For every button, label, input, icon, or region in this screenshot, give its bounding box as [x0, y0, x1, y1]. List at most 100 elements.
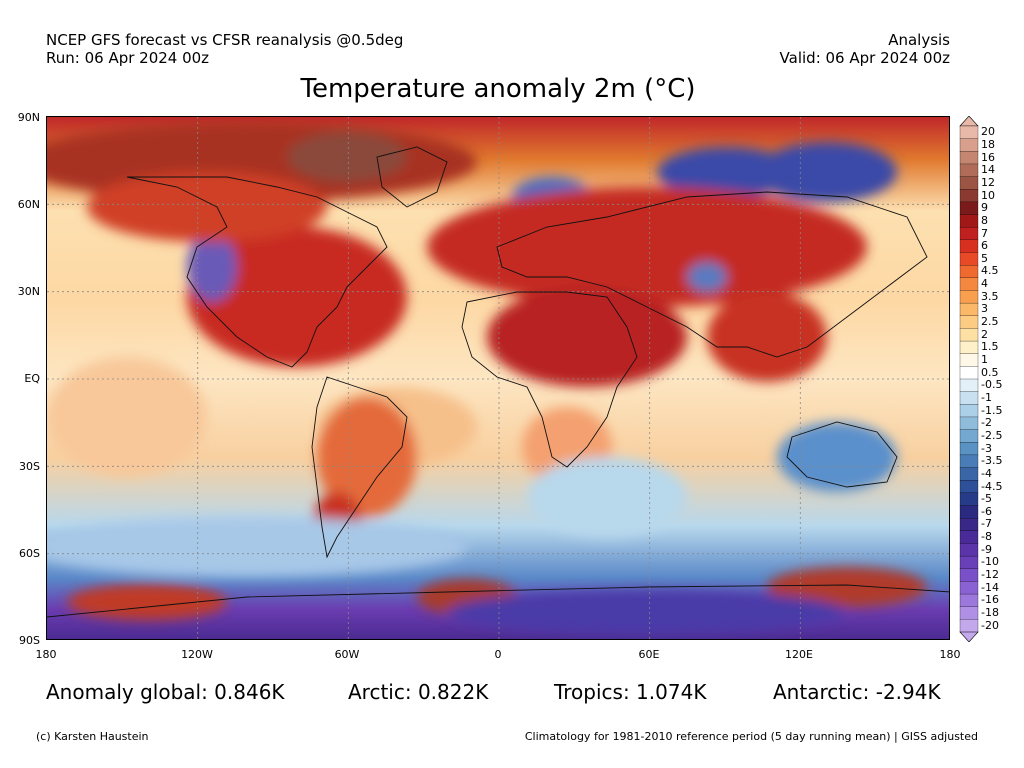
colorbar-swatch — [959, 315, 979, 329]
lon-label-60e: 60E — [638, 648, 660, 661]
colorbar-swatch — [959, 302, 979, 317]
colorbar-tick-label: -4.5 — [981, 479, 1003, 493]
lon-label-0: 0 — [494, 648, 502, 661]
colorbar-swatch — [959, 505, 979, 519]
colorbar-tick-label: 18 — [981, 137, 995, 151]
colorbar-swatch — [959, 442, 979, 456]
colorbar-tick-label: 3 — [981, 302, 988, 316]
colorbar-swatch — [959, 454, 979, 468]
colorbar-tick-label: 6 — [981, 239, 988, 253]
colorbar-swatch — [959, 416, 979, 431]
colorbar-tick-label: -18 — [981, 606, 999, 620]
colorbar-tick-label: 14 — [981, 163, 995, 177]
colorbar-tick-label: 1 — [981, 353, 988, 367]
colorbar-swatch — [959, 480, 979, 494]
colorbar-swatch — [959, 378, 979, 393]
lon-label-120e: 120E — [785, 648, 813, 661]
colorbar-swatches — [959, 116, 979, 642]
colorbar-swatch — [959, 353, 979, 367]
antarctic-anomaly: Antarctic: -2.94K — [773, 680, 941, 704]
colorbar-swatch — [959, 151, 979, 165]
graticule — [47, 117, 949, 639]
colorbar-top-arrow — [959, 116, 979, 127]
colorbar-tick-label: -3.5 — [981, 454, 1003, 468]
colorbar-tick-label: 1.5 — [981, 340, 999, 354]
colorbar-swatch — [959, 543, 979, 557]
colorbar-tick-label: -0.5 — [981, 378, 1003, 392]
colorbar-tick-label: -6 — [981, 504, 992, 518]
copyright: (c) Karsten Haustein — [36, 730, 149, 743]
lon-label-180w: 180 — [35, 648, 57, 661]
colorbar-swatch — [959, 429, 979, 443]
colorbar-swatch — [959, 201, 979, 216]
colorbar-swatch — [959, 366, 979, 380]
colorbar-tick-label: 0.5 — [981, 365, 999, 379]
colorbar-tick-label: 2.5 — [981, 315, 999, 329]
coastlines — [47, 146, 949, 618]
colorbar-tick-label: 8 — [981, 213, 988, 227]
colorbar-tick-label: -9 — [981, 542, 992, 556]
colorbar-tick-label: -14 — [981, 580, 999, 594]
colorbar-tick-label: 5 — [981, 251, 988, 265]
colorbar-tick-label: 4 — [981, 277, 988, 291]
colorbar-swatch — [959, 340, 979, 355]
anomaly-map — [46, 116, 950, 640]
colorbar-swatch — [959, 555, 979, 570]
colorbar-tick-label: -4 — [981, 466, 992, 480]
colorbar-swatch — [959, 606, 979, 620]
colorbar-swatch — [959, 138, 979, 152]
lat-label-eq: EQ — [24, 372, 40, 385]
lon-label-120w: 120W — [181, 648, 213, 661]
colorbar-tick-label: 20 — [981, 125, 995, 139]
colorbar-tick-label: -1.5 — [981, 403, 1003, 417]
analysis-label: Analysis — [888, 31, 950, 49]
run-time: Run: 06 Apr 2024 00z — [46, 49, 210, 67]
colorbar-swatch — [959, 189, 979, 203]
colorbar-swatch — [959, 492, 979, 506]
arctic-anomaly: Arctic: 0.822K — [348, 680, 489, 704]
tropics-anomaly: Tropics: 1.074K — [554, 680, 707, 704]
colorbar-tick-label: 12 — [981, 175, 995, 189]
colorbar-tick-label: 16 — [981, 150, 995, 164]
colorbar-swatch — [959, 176, 979, 190]
colorbar-tick-label: -3 — [981, 441, 992, 455]
colorbar-swatch — [959, 252, 979, 266]
colorbar-tick-label: -20 — [981, 618, 999, 632]
lat-label-90n: 90N — [17, 111, 40, 124]
colorbar-tick-label: -8 — [981, 530, 992, 544]
map-title: Temperature anomaly 2m (°C) — [300, 74, 696, 104]
colorbar-tick-label: 3.5 — [981, 289, 999, 303]
colorbar-swatch — [959, 239, 979, 253]
colorbar-swatch — [959, 163, 979, 178]
colorbar-swatch — [959, 277, 979, 291]
colorbar-swatch — [959, 404, 979, 418]
colorbar-tick-label: 9 — [981, 201, 988, 215]
valid-time: Valid: 06 Apr 2024 00z — [779, 49, 950, 67]
lat-label-60s: 60S — [19, 547, 40, 560]
colorbar-swatch — [959, 227, 979, 241]
colorbar-tick-label: -1 — [981, 390, 992, 404]
model-description: NCEP GFS forecast vs CFSR reanalysis @0.… — [46, 31, 404, 49]
colorbar-tick-label: 10 — [981, 188, 995, 202]
colorbar-tick-label: -16 — [981, 593, 999, 607]
lat-label-30s: 30S — [19, 460, 40, 473]
colorbar-swatch — [959, 125, 979, 140]
colorbar-swatch — [959, 328, 979, 342]
colorbar-tick-label: -5 — [981, 492, 992, 506]
colorbar-swatch — [959, 568, 979, 582]
colorbar-swatch — [959, 619, 979, 633]
colorbar-tick-label: 7 — [981, 226, 988, 240]
lat-label-90s: 90S — [19, 634, 40, 647]
colorbar-swatch — [959, 581, 979, 595]
colorbar-tick-label: 2 — [981, 327, 988, 341]
colorbar-tick-label: -10 — [981, 555, 999, 569]
colorbar-tick-label: -2.5 — [981, 428, 1003, 442]
lat-label-30n: 30N — [17, 285, 40, 298]
colorbar-tick-label: -12 — [981, 568, 999, 582]
colorbar-swatch — [959, 517, 979, 532]
climatology-note: Climatology for 1981-2010 reference peri… — [524, 730, 978, 743]
colorbar-tick-label: 4.5 — [981, 264, 999, 278]
colorbar — [959, 116, 979, 642]
colorbar-swatch — [959, 530, 979, 544]
colorbar-swatch — [959, 290, 979, 304]
